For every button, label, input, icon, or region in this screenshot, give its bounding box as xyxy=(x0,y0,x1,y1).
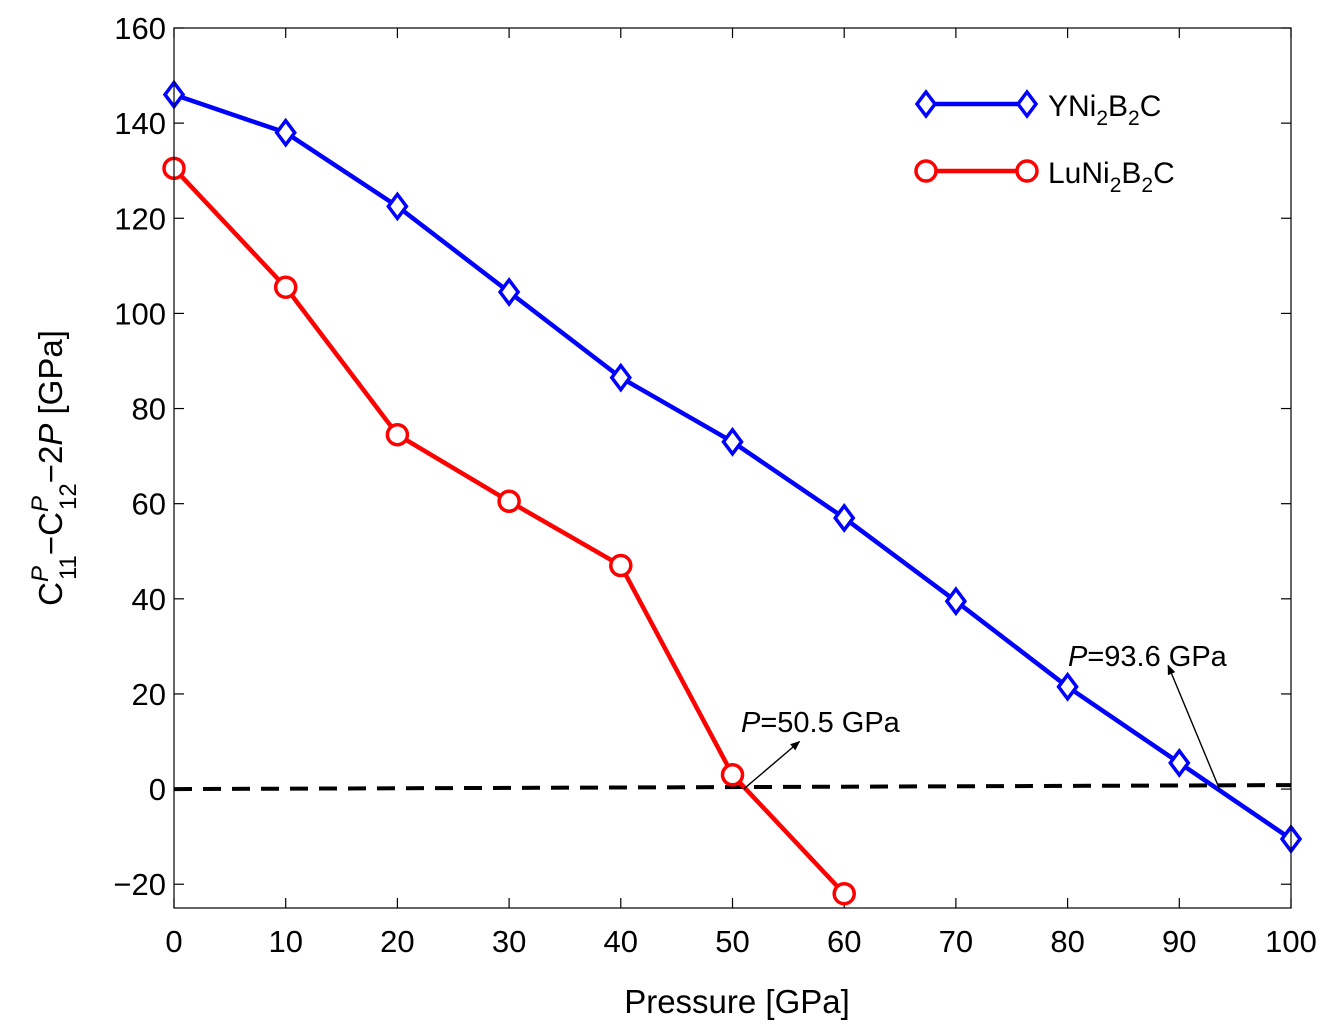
y-tick-label: −20 xyxy=(113,867,166,902)
y-tick-label: 120 xyxy=(114,201,166,236)
x-tick-label: 40 xyxy=(604,924,638,959)
legend-marker-end xyxy=(1015,89,1039,119)
data-point-LuNi2B2C xyxy=(832,881,856,906)
y-tick-label: 100 xyxy=(114,296,166,331)
data-point-YNi2B2C xyxy=(721,426,744,457)
x-tick-label: 100 xyxy=(1265,924,1317,959)
legend-label: YNi2B2C xyxy=(1048,90,1161,130)
annotation-arrow xyxy=(743,740,801,790)
data-point-LuNi2B2C xyxy=(385,422,410,447)
series-YNi2B2C xyxy=(162,79,1303,854)
data-point-YNi2B2C xyxy=(833,503,856,533)
data-point-YNi2B2C xyxy=(497,277,521,307)
y-tick-label: 80 xyxy=(132,392,166,427)
data-point-YNi2B2C xyxy=(386,191,409,222)
annotations-layer: P=50.5 GPa P=93.6 GPa xyxy=(741,641,1228,790)
y-tick-label: 60 xyxy=(132,487,166,522)
x-tick-label: 50 xyxy=(715,924,749,959)
plot-area xyxy=(174,28,1291,908)
data-point-YNi2B2C xyxy=(944,586,968,617)
y-tick-label: 40 xyxy=(132,582,166,617)
legend-entry-LuNi2B2C: LuNi2B2C xyxy=(914,157,1175,197)
x-axis-title: Pressure [GPa] xyxy=(624,983,850,1020)
x-tick-label: 70 xyxy=(939,924,973,959)
data-point-YNi2B2C xyxy=(1168,748,1191,778)
x-tick-label: 80 xyxy=(1050,924,1084,959)
data-point-YNi2B2C xyxy=(1056,671,1079,702)
legend-entry-YNi2B2C: YNi2B2C xyxy=(914,89,1161,130)
x-tick-label: 30 xyxy=(492,924,526,959)
x-tick-label: 10 xyxy=(268,924,302,959)
data-point-LuNi2B2C xyxy=(609,553,633,578)
y-tick-label: 0 xyxy=(149,772,166,807)
x-tick-label: 90 xyxy=(1162,924,1196,959)
legend-label: LuNi2B2C xyxy=(1048,157,1175,197)
y-axis-title-text: CP11−CP12−2P [GPa] xyxy=(27,330,82,606)
y-tick-label: 160 xyxy=(114,11,166,46)
x-tick-label: 60 xyxy=(827,924,861,959)
ticks-layer: 0 10 20 30 40 50 60 70 80 90 100 −20 0 20 40 60 80 100 120… xyxy=(113,11,1316,959)
x-tick-label: 20 xyxy=(380,924,414,959)
annotation-arrow xyxy=(1167,664,1221,790)
legend-marker-end xyxy=(1015,159,1039,183)
legend-marker-start xyxy=(914,89,938,119)
plot-frame xyxy=(173,27,1292,909)
y-axis-title: CP11−CP12−2P [GPa] xyxy=(27,330,82,606)
reference-line-layer xyxy=(173,783,1292,792)
legend-marker-start xyxy=(914,159,938,183)
zero-reference-line xyxy=(173,783,1292,792)
y-tick-label: 140 xyxy=(114,106,166,141)
annotation-label: P=50.5 GPa xyxy=(741,707,901,739)
data-point-LuNi2B2C xyxy=(720,763,745,787)
data-point-YNi2B2C xyxy=(609,362,632,393)
x-tick-label: 0 xyxy=(165,924,182,959)
y-tick-label: 20 xyxy=(132,677,166,712)
data-point-LuNi2B2C xyxy=(497,489,521,514)
annotation-label: P=93.6 GPa xyxy=(1068,641,1228,673)
data-point-YNi2B2C xyxy=(274,117,297,148)
data-point-LuNi2B2C xyxy=(273,275,298,299)
legend: YNi2B2C LuNi2B2C xyxy=(914,89,1175,197)
